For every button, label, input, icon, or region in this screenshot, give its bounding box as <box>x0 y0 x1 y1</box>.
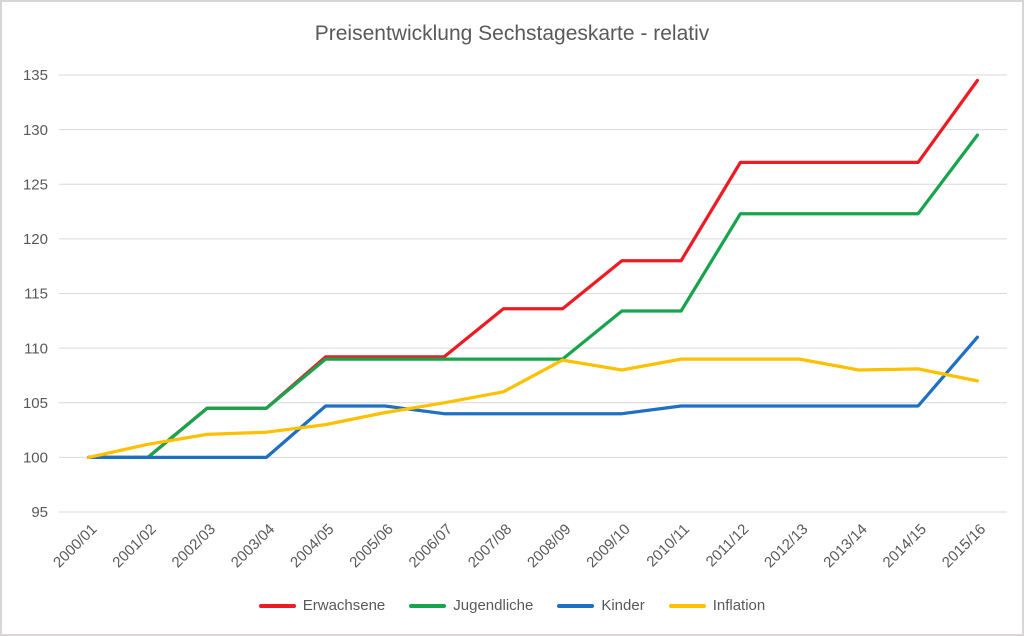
y-tick-label: 130 <box>23 122 48 139</box>
legend-label: Erwachsene <box>302 597 386 614</box>
x-tick-label: 2012/13 <box>761 521 811 571</box>
x-tick-label: 2013/14 <box>820 521 870 571</box>
y-tick-label: 135 <box>23 67 48 84</box>
series-line-kinder <box>86 335 980 460</box>
legend-label: Kinder <box>601 597 645 614</box>
x-tick-label: 2010/11 <box>643 521 693 571</box>
series-line-inflation <box>86 357 980 460</box>
y-tick-label: 100 <box>23 450 48 467</box>
series-line-jugendliche <box>86 133 980 460</box>
legend-item-kinder: Kinder <box>557 597 645 614</box>
x-tick-label: 2001/02 <box>109 521 159 571</box>
x-tick-label: 2015/16 <box>939 521 989 571</box>
legend-swatch-kinder <box>557 603 595 608</box>
y-tick-label: 110 <box>24 340 48 357</box>
x-tick-label: 2014/15 <box>880 521 930 571</box>
y-tick-label: 105 <box>23 395 48 412</box>
legend-swatch-erwachsene <box>258 603 296 608</box>
x-tick-label: 2002/03 <box>169 521 219 571</box>
legend-swatch-inflation <box>668 603 706 608</box>
x-tick-label: 2000/01 <box>50 521 100 571</box>
x-tick-label: 2009/10 <box>583 521 633 571</box>
x-tick-label: 2005/06 <box>346 521 396 571</box>
legend: Erwachsene Jugendliche Kinder Inflation <box>2 597 1022 614</box>
x-tick-label: 2011/12 <box>703 521 753 571</box>
y-tick-label: 95 <box>31 504 48 521</box>
y-tick-label: 115 <box>24 286 48 303</box>
legend-item-jugendliche: Jugendliche <box>409 597 533 614</box>
legend-item-inflation: Inflation <box>668 597 766 614</box>
y-tick-label: 125 <box>23 176 48 193</box>
legend-label: Inflation <box>712 597 766 614</box>
x-tick-label: 2007/08 <box>465 521 515 571</box>
y-tick-label: 120 <box>23 231 48 248</box>
chart-title: Preisentwicklung Sechstageskarte - relat… <box>314 22 710 45</box>
legend-item-erwachsene: Erwachsene <box>258 597 386 614</box>
x-tick-label: 2008/09 <box>524 521 574 571</box>
legend-swatch-jugendliche <box>409 603 447 608</box>
x-tick-label: 2006/07 <box>406 521 456 571</box>
series-line-erwachsene <box>86 78 980 460</box>
legend-label: Jugendliche <box>453 597 534 614</box>
x-tick-label: 2004/05 <box>287 521 337 571</box>
x-tick-label: 2003/04 <box>228 521 278 571</box>
